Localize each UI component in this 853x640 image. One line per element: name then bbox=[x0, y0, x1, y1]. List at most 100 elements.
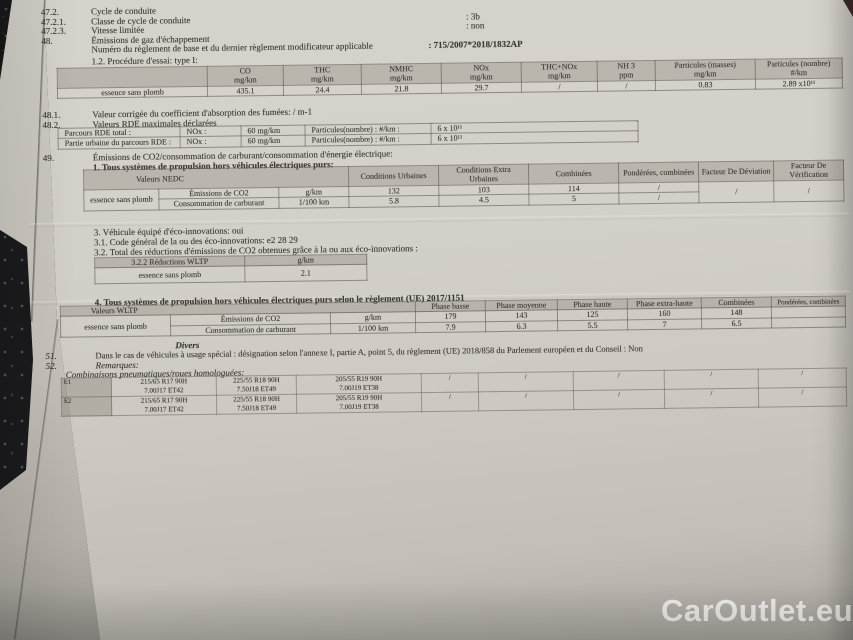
page-right-shadow bbox=[827, 0, 853, 640]
verification-factor-cell: / bbox=[773, 179, 845, 202]
fuel-label: essence sans plomb bbox=[57, 86, 208, 99]
value-cell: 7 bbox=[627, 318, 702, 331]
value-cell: 21.8 bbox=[361, 83, 442, 95]
row-label: Consommation de carburant bbox=[170, 323, 331, 337]
rim-spec: 7.00J19 ET38 bbox=[339, 402, 379, 412]
value-cell bbox=[771, 316, 846, 329]
item-number bbox=[41, 52, 91, 53]
value-cell: 5.8 bbox=[348, 195, 440, 208]
tyre-cell: / bbox=[478, 371, 574, 393]
value-cell: 2.1 bbox=[244, 264, 367, 283]
row-unit: 1/100 km bbox=[330, 322, 416, 335]
rim-spec: 7.50J18 ET49 bbox=[236, 385, 277, 394]
item-number bbox=[42, 64, 92, 65]
tyre-cell: / bbox=[758, 368, 847, 389]
tyre-cell: / bbox=[573, 370, 665, 391]
pollutant-unit: mg/km bbox=[310, 74, 334, 84]
empty-slash: / bbox=[448, 392, 452, 401]
value-cell: / bbox=[597, 80, 656, 92]
value-cell: / bbox=[521, 81, 598, 93]
col-header: Facteur De Vérification bbox=[773, 160, 844, 181]
pollutant-unit: mg/km bbox=[693, 69, 717, 79]
row-unit: 1/100 km bbox=[278, 196, 350, 209]
tyre-cell: 215/65 R17 90H 7.00J17 ET42 bbox=[111, 376, 217, 397]
tyre-cell: / bbox=[758, 387, 847, 408]
tyre-cell: 205/55 R19 90H 7.00J19 ET38 bbox=[296, 373, 422, 395]
empty-slash: / bbox=[801, 369, 804, 378]
empty-slash: / bbox=[710, 389, 713, 398]
col-header: Combinées bbox=[528, 162, 619, 185]
item-label: 1.2. Procédure d'essai: type I: bbox=[91, 54, 198, 67]
value-cell: 6.5 bbox=[701, 317, 772, 330]
tyre-row-label: E1 bbox=[61, 377, 112, 398]
pollutant-unit: mg/km bbox=[389, 73, 413, 83]
empty-slash: / bbox=[617, 371, 620, 380]
col-header: NMHC mg/km bbox=[361, 63, 442, 85]
tyre-cell: / bbox=[664, 369, 759, 390]
value-cell: / bbox=[618, 192, 700, 204]
value-cell: 435.1 bbox=[207, 85, 284, 97]
value-cell: 24.4 bbox=[283, 84, 362, 96]
rim-spec: 7.00J17 ET42 bbox=[144, 405, 184, 414]
fuel-label: essence sans plomb bbox=[60, 315, 171, 338]
value-cell: 2.89 x10¹¹ bbox=[755, 77, 843, 90]
corner-cell bbox=[57, 66, 208, 89]
empty-slash: / bbox=[524, 391, 528, 400]
fuel-label: essence sans plomb bbox=[83, 188, 160, 211]
col-header: Pondérées, combinées bbox=[618, 161, 699, 183]
col-header: NOx mg/km bbox=[441, 62, 522, 84]
empty-slash: / bbox=[524, 372, 527, 381]
row-label: Consommation de carburant bbox=[158, 197, 280, 210]
tyre-row-label: E2 bbox=[61, 396, 112, 417]
value-cell: 4.5 bbox=[438, 194, 530, 207]
item-number: 49. bbox=[42, 152, 55, 164]
tyre-cell: / bbox=[573, 389, 665, 410]
col-header: Facteur De Déviation bbox=[698, 160, 774, 182]
fuel-label: essence sans plomb bbox=[94, 266, 245, 285]
col-header: Conditions Urbaines bbox=[348, 165, 439, 187]
tyre-cell: / bbox=[664, 388, 759, 409]
value-cell: 29.7 bbox=[441, 82, 522, 94]
col-header: Conditions Extra Urbaines bbox=[438, 164, 529, 186]
pollutant-unit: mg/km bbox=[233, 75, 257, 85]
rde-pollutant: NOx : bbox=[179, 125, 242, 138]
col-header: Particules (masses) mg/km bbox=[655, 59, 756, 81]
tyre-cell: 205/55 R19 90H 7.00J19 ET38 bbox=[296, 392, 422, 414]
col-header: CO mg/km bbox=[207, 65, 284, 87]
col-header: THC+NOx mg/km bbox=[521, 61, 598, 83]
rde-label: Partie urbaine du parcours RDE : bbox=[58, 137, 181, 150]
tyre-cell: / bbox=[421, 372, 479, 393]
rim-spec: 7.50J18 ET49 bbox=[236, 404, 277, 413]
pollutant-unit: mg/km bbox=[469, 72, 493, 82]
empty-slash: / bbox=[448, 373, 451, 382]
pollutant-unit: #/km bbox=[790, 68, 808, 78]
empty-slash: / bbox=[617, 390, 621, 399]
rde-pollutant: NOx : bbox=[180, 136, 242, 148]
value-cell: 0.83 bbox=[655, 79, 756, 91]
pollutant-unit: mg/km bbox=[547, 71, 571, 81]
item-value: : 715/2007*2018/1832AP bbox=[428, 38, 523, 50]
col-header: NH 3 ppm bbox=[597, 60, 656, 82]
rde-limit: 60 mg/km bbox=[241, 135, 306, 147]
tyre-cell: / bbox=[478, 390, 574, 412]
col-header: Particules (nombre) #/km bbox=[755, 58, 843, 80]
nedc-table: Valeurs NEDC Conditions Urbaines Conditi… bbox=[83, 160, 845, 212]
fuel-row: essence sans plomb 2.1 bbox=[94, 264, 367, 285]
rde-particles-label: Particules(nombre) : #/km : bbox=[305, 133, 432, 146]
empty-slash: / bbox=[801, 388, 804, 397]
value-cell: 5.5 bbox=[557, 319, 628, 332]
value-cell: 6.3 bbox=[485, 320, 558, 333]
caroutlet-watermark: CarOutlet.eu bbox=[660, 593, 853, 628]
tyre-cell: 215/65 R17 90H 7.00J17 ET42 bbox=[111, 395, 217, 417]
deviation-factor-cell: / bbox=[698, 180, 775, 203]
col-header: Phase extra-haute bbox=[627, 297, 702, 310]
pollutant-name: Particules (nombre) bbox=[766, 58, 831, 69]
tyre-cell: / bbox=[421, 392, 479, 412]
wltp-reductions-table: 3.2.2 Réductions WLTP g/km essence sans … bbox=[94, 254, 367, 285]
pollutant-unit: ppm bbox=[619, 70, 634, 80]
item-number: 51. bbox=[45, 350, 57, 361]
